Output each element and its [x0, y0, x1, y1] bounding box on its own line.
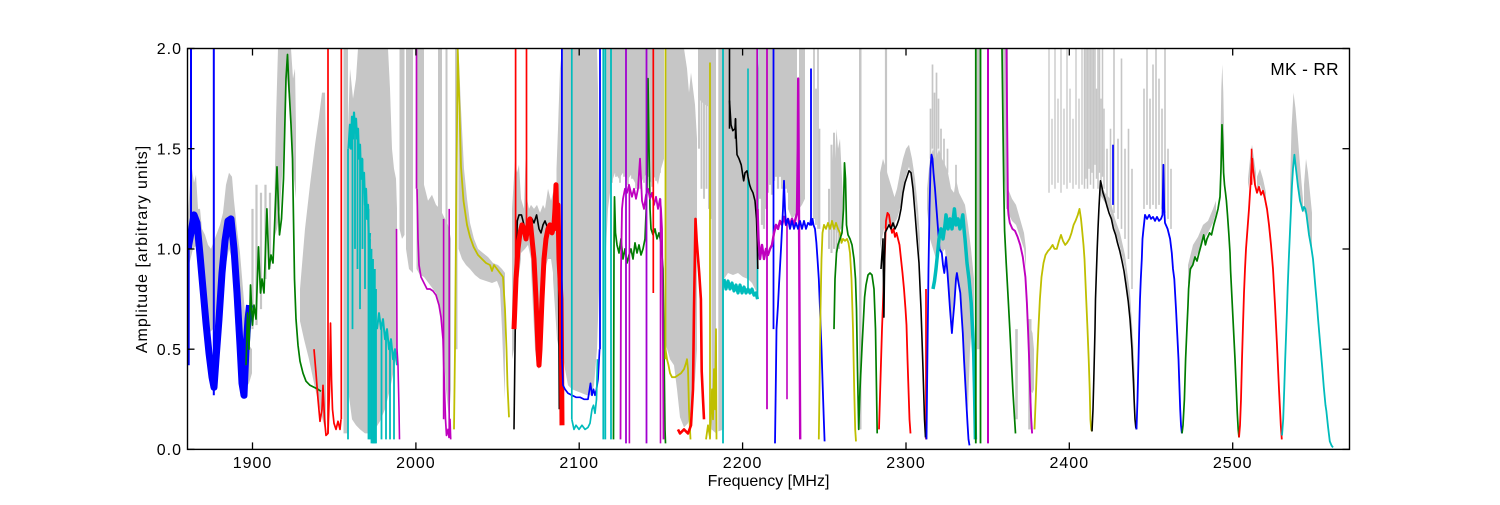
svg-text:1900: 1900 [233, 455, 273, 472]
svg-text:MK - RR: MK - RR [1270, 59, 1339, 79]
svg-text:2000: 2000 [396, 455, 436, 472]
svg-text:1.0: 1.0 [157, 242, 182, 259]
svg-text:2500: 2500 [1213, 455, 1253, 472]
svg-text:Frequency [MHz]: Frequency [MHz] [708, 473, 830, 490]
svg-text:2300: 2300 [886, 455, 926, 472]
svg-text:1.5: 1.5 [157, 141, 182, 158]
svg-text:2.0: 2.0 [157, 41, 182, 58]
svg-text:Amplitude [arbitrary units]: Amplitude [arbitrary units] [134, 145, 151, 353]
svg-text:2200: 2200 [723, 455, 763, 472]
svg-text:0.5: 0.5 [157, 342, 182, 359]
svg-text:2100: 2100 [559, 455, 599, 472]
svg-text:2400: 2400 [1050, 455, 1090, 472]
svg-text:0.0: 0.0 [157, 442, 182, 459]
